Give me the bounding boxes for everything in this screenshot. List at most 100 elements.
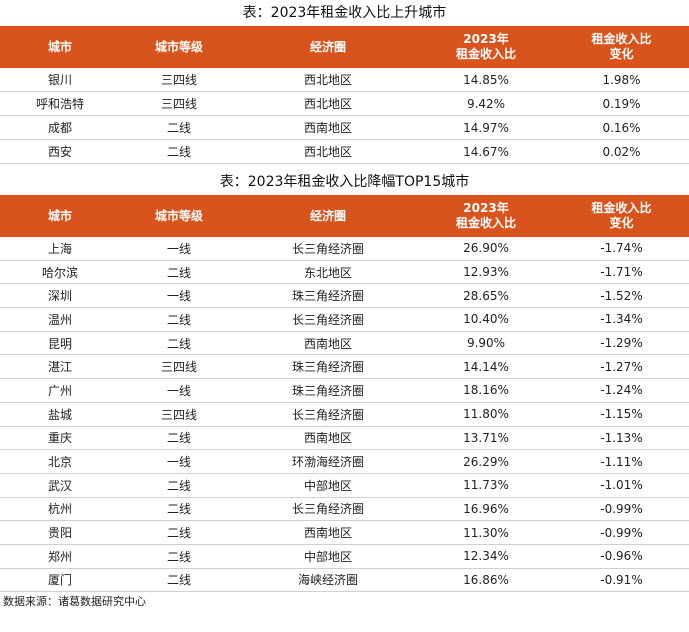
column-header-rent-income-ratio-2023: 2023年 租金收入比 [418, 26, 554, 68]
cell-economic-zone: 珠三角经济圈 [238, 283, 418, 309]
cell-economic-zone: 中部地区 [238, 473, 418, 498]
cell-city: 武汉 [0, 473, 120, 498]
cell-city-tier: 二线 [120, 331, 238, 356]
cell-city: 上海 [0, 237, 120, 261]
cell-city: 北京 [0, 449, 120, 474]
cell-ratio-change: 0.02% [554, 139, 689, 164]
table-row: 温州 二线 长三角经济圈 10.40% -1.34% [0, 307, 689, 332]
cell-economic-zone: 西北地区 [238, 91, 418, 116]
column-header-city-tier: 城市等级 [120, 195, 238, 237]
cell-rent-income-ratio-2023: 12.93% [418, 260, 554, 285]
cell-rent-income-ratio-2023: 14.85% [418, 68, 554, 92]
cell-rent-income-ratio-2023: 13.71% [418, 426, 554, 451]
cell-ratio-change: -1.01% [554, 473, 689, 498]
column-header-ratio-change: 租金收入比 变化 [554, 26, 689, 68]
cell-ratio-change: -1.27% [554, 354, 689, 380]
cell-rent-income-ratio-2023: 9.90% [418, 331, 554, 356]
cell-rent-income-ratio-2023: 14.67% [418, 139, 554, 164]
cell-economic-zone: 东北地区 [238, 260, 418, 285]
table-row: 哈尔滨 二线 东北地区 12.93% -1.71% [0, 260, 689, 285]
cell-economic-zone: 西北地区 [238, 139, 418, 164]
cell-rent-income-ratio-2023: 11.30% [418, 520, 554, 545]
cell-city: 郑州 [0, 544, 120, 569]
cell-rent-income-ratio-2023: 11.73% [418, 473, 554, 498]
cell-economic-zone: 长三角经济圈 [238, 307, 418, 332]
cell-economic-zone: 西南地区 [238, 426, 418, 451]
table-row: 重庆 二线 西南地区 13.71% -1.13% [0, 426, 689, 451]
table-row: 广州 一线 珠三角经济圈 18.16% -1.24% [0, 378, 689, 403]
cell-city-tier: 二线 [120, 115, 238, 140]
cell-economic-zone: 西南地区 [238, 331, 418, 356]
cell-ratio-change: -1.52% [554, 283, 689, 309]
cell-rent-income-ratio-2023: 18.16% [418, 378, 554, 403]
cell-city-tier: 一线 [120, 283, 238, 309]
cell-city-tier: 三四线 [120, 68, 238, 92]
cell-economic-zone: 西北地区 [238, 68, 418, 92]
cell-ratio-change: -0.91% [554, 568, 689, 593]
cell-economic-zone: 珠三角经济圈 [238, 378, 418, 403]
rent-ratio-decline-table: 城市 城市等级 经济圈 2023年 租金收入比 租金收入比 变化 上海 一线 长三角经济圈 26.… [0, 195, 689, 593]
table-row: 湛江 三四线 珠三角经济圈 14.14% -1.27% [0, 354, 689, 380]
cell-economic-zone: 长三角经济圈 [238, 497, 418, 522]
cell-rent-income-ratio-2023: 14.97% [418, 115, 554, 140]
cell-economic-zone: 环渤海经济圈 [238, 449, 418, 474]
column-header-economic-zone: 经济圈 [238, 195, 418, 237]
table-row: 呼和浩特 三四线 西北地区 9.42% 0.19% [0, 91, 689, 116]
table-row: 银川 三四线 西北地区 14.85% 1.98% [0, 68, 689, 92]
cell-city: 深圳 [0, 283, 120, 309]
cell-ratio-change: -1.34% [554, 307, 689, 332]
cell-rent-income-ratio-2023: 14.14% [418, 354, 554, 380]
table2-title: 表：2023年租金收入比降幅TOP15城市 [219, 174, 470, 190]
cell-city-tier: 二线 [120, 497, 238, 522]
cell-city-tier: 三四线 [120, 354, 238, 380]
cell-ratio-change: -0.99% [554, 497, 689, 522]
cell-rent-income-ratio-2023: 10.40% [418, 307, 554, 332]
cell-rent-income-ratio-2023: 12.34% [418, 544, 554, 569]
table-row: 北京 一线 环渤海经济圈 26.29% -1.11% [0, 449, 689, 474]
table-row: 成都 二线 西南地区 14.97% 0.16% [0, 115, 689, 140]
cell-city: 重庆 [0, 426, 120, 451]
cell-rent-income-ratio-2023: 16.96% [418, 497, 554, 522]
cell-city: 西安 [0, 139, 120, 164]
cell-city-tier: 一线 [120, 237, 238, 261]
table-row: 郑州 二线 中部地区 12.34% -0.96% [0, 544, 689, 569]
table2-header-row: 城市 城市等级 经济圈 2023年 租金收入比 租金收入比 变化 [0, 195, 689, 237]
column-header-rent-income-ratio-2023: 2023年 租金收入比 [418, 195, 554, 237]
cell-city: 呼和浩特 [0, 91, 120, 116]
cell-rent-income-ratio-2023: 26.90% [418, 237, 554, 261]
data-source-note: 数据来源：诸葛数据研究中心 [3, 595, 146, 609]
cell-ratio-change: -1.71% [554, 260, 689, 285]
cell-city: 成都 [0, 115, 120, 140]
cell-city: 哈尔滨 [0, 260, 120, 285]
cell-city-tier: 三四线 [120, 91, 238, 116]
cell-city-tier: 二线 [120, 473, 238, 498]
cell-city: 湛江 [0, 354, 120, 380]
table-row: 武汉 二线 中部地区 11.73% -1.01% [0, 473, 689, 498]
cell-ratio-change: -1.15% [554, 402, 689, 427]
cell-city: 昆明 [0, 331, 120, 356]
column-header-city-tier: 城市等级 [120, 26, 238, 68]
cell-city-tier: 二线 [120, 307, 238, 332]
cell-rent-income-ratio-2023: 26.29% [418, 449, 554, 474]
cell-rent-income-ratio-2023: 11.80% [418, 402, 554, 427]
table-row: 杭州 二线 长三角经济圈 16.96% -0.99% [0, 497, 689, 522]
table-row: 盐城 三四线 长三角经济圈 11.80% -1.15% [0, 402, 689, 427]
cell-city-tier: 二线 [120, 426, 238, 451]
cell-city-tier: 二线 [120, 544, 238, 569]
cell-economic-zone: 海峡经济圈 [238, 568, 418, 593]
table-row: 深圳 一线 珠三角经济圈 28.65% -1.52% [0, 283, 689, 309]
cell-city-tier: 二线 [120, 260, 238, 285]
cell-city-tier: 一线 [120, 449, 238, 474]
table-row: 上海 一线 长三角经济圈 26.90% -1.74% [0, 237, 689, 261]
cell-city: 银川 [0, 68, 120, 92]
table2-body: 上海 一线 长三角经济圈 26.90% -1.74% 哈尔滨 二线 东北地区 12.93% -1.… [0, 237, 689, 593]
cell-rent-income-ratio-2023: 28.65% [418, 283, 554, 309]
cell-ratio-change: -1.11% [554, 449, 689, 474]
cell-city-tier: 三四线 [120, 402, 238, 427]
cell-rent-income-ratio-2023: 16.86% [418, 568, 554, 593]
cell-ratio-change: -1.13% [554, 426, 689, 451]
cell-ratio-change: -0.99% [554, 520, 689, 545]
column-header-city: 城市 [0, 195, 120, 237]
table1-body: 银川 三四线 西北地区 14.85% 1.98% 呼和浩特 三四线 西北地区 9.42% 0.19… [0, 68, 689, 164]
cell-ratio-change: 0.19% [554, 91, 689, 116]
